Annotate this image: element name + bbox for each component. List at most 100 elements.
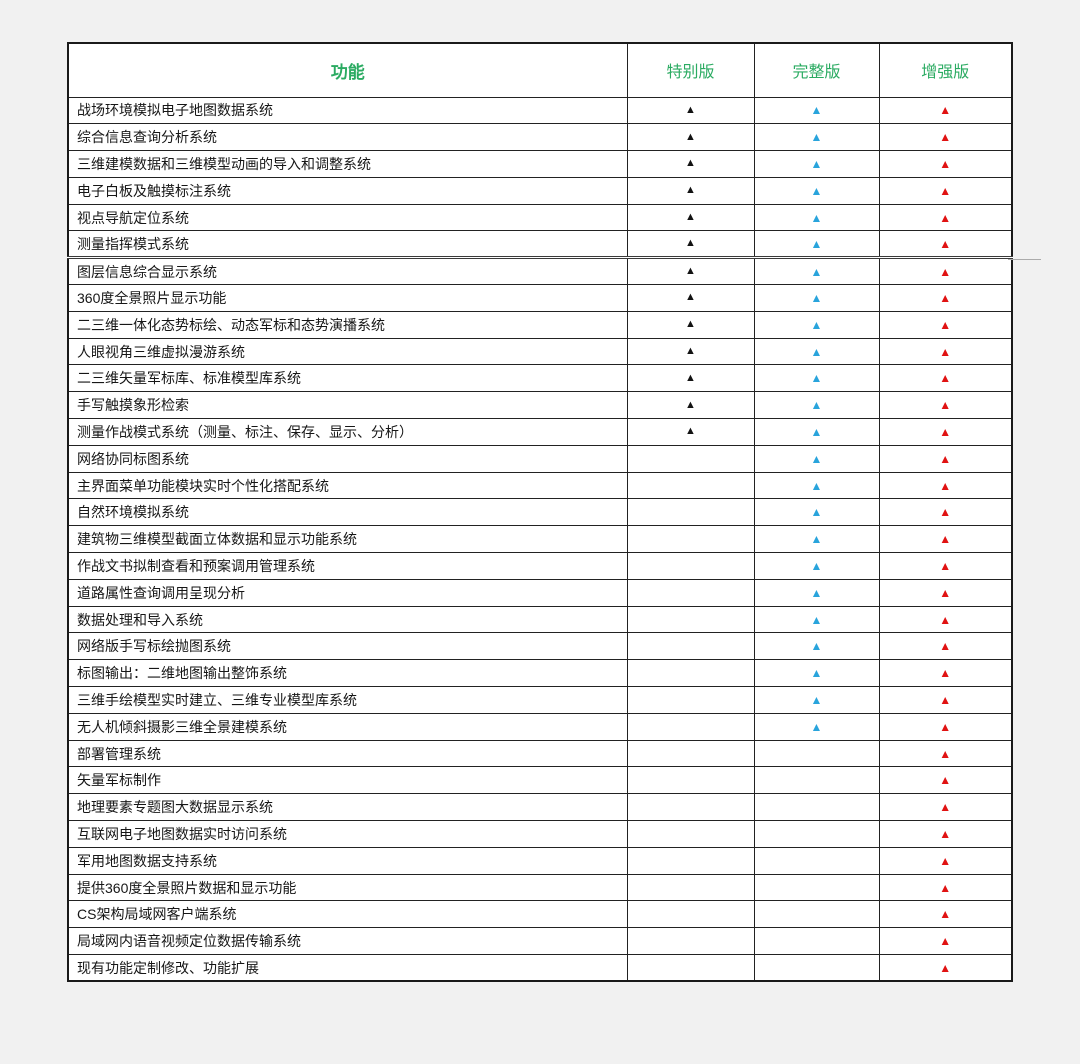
feature-label: 人眼视角三维虚拟漫游系统 [67, 337, 628, 366]
marker-special-triangle: ▲ [626, 203, 755, 232]
marker-empty-cell [626, 444, 755, 473]
marker-complete-triangle: ▲ [753, 444, 880, 473]
marker-complete-triangle: ▲ [753, 150, 880, 178]
marker-enhanced-triangle: ▲ [878, 605, 1013, 634]
marker-empty-cell [753, 873, 880, 902]
feature-row: 二三维一体化态势标绘、动态军标和态势演播系统 ▲ ▲ ▲ [67, 310, 1013, 339]
marker-special-triangle: ▲ [626, 257, 755, 286]
feature-label: 自然环境模拟系统 [67, 498, 628, 527]
marker-complete-triangle: ▲ [753, 471, 880, 500]
feature-label: CS架构局域网客户端系统 [67, 900, 628, 929]
marker-complete-triangle: ▲ [753, 391, 880, 420]
marker-empty-cell [626, 766, 755, 795]
marker-complete-triangle: ▲ [753, 284, 880, 312]
feature-row: 建筑物三维模型截面立体数据和显示功能系统 ▲ ▲ [67, 525, 1013, 554]
feature-row: 标图输出：二维地图输出整饰系统 ▲ ▲ [67, 659, 1013, 688]
feature-label: 二三维一体化态势标绘、动态军标和态势演播系统 [67, 310, 628, 339]
feature-row: 二三维矢量军标库、标准模型库系统 ▲ ▲ ▲ [67, 364, 1013, 393]
marker-special-triangle: ▲ [626, 418, 755, 446]
marker-empty-cell [626, 659, 755, 688]
marker-enhanced-triangle: ▲ [878, 900, 1013, 929]
feature-comparison-table: 功能 特别版 完整版 增强版 战场环境模拟电子地图数据系统 ▲ ▲ ▲ 综合信息查询分析… [67, 42, 1013, 983]
marker-special-triangle: ▲ [626, 364, 755, 393]
feature-label: 战场环境模拟电子地图数据系统 [67, 96, 628, 125]
marker-empty-cell [626, 954, 755, 982]
marker-empty-cell [753, 900, 880, 929]
feature-label: 作战文书拟制查看和预案调用管理系统 [67, 552, 628, 580]
feature-label: 测量指挥模式系统 [67, 230, 628, 260]
feature-row: 数据处理和导入系统 ▲ ▲ [67, 605, 1013, 634]
marker-special-triangle: ▲ [626, 123, 755, 152]
marker-enhanced-triangle: ▲ [878, 444, 1013, 473]
marker-empty-cell [626, 471, 755, 500]
feature-row: CS架构局域网客户端系统 ▲ [67, 900, 1013, 929]
feature-label: 部署管理系统 [67, 739, 628, 768]
marker-enhanced-triangle: ▲ [878, 873, 1013, 902]
page-break-line [1008, 259, 1041, 260]
marker-empty-cell [626, 846, 755, 875]
marker-enhanced-triangle: ▲ [878, 310, 1013, 339]
marker-enhanced-triangle: ▲ [878, 578, 1013, 607]
feature-row: 地理要素专题图大数据显示系统 ▲ [67, 793, 1013, 822]
marker-empty-cell [626, 712, 755, 741]
marker-complete-triangle: ▲ [753, 418, 880, 446]
marker-enhanced-triangle: ▲ [878, 391, 1013, 420]
marker-special-triangle: ▲ [626, 391, 755, 420]
header-edition-complete: 完整版 [753, 42, 880, 98]
marker-empty-cell [626, 900, 755, 929]
header-feature: 功能 [67, 42, 628, 98]
marker-enhanced-triangle: ▲ [878, 471, 1013, 500]
feature-row: 视点导航定位系统 ▲ ▲ ▲ [67, 203, 1013, 232]
marker-special-triangle: ▲ [626, 176, 755, 205]
marker-complete-triangle: ▲ [753, 337, 880, 366]
marker-enhanced-triangle: ▲ [878, 176, 1013, 205]
feature-row: 综合信息查询分析系统 ▲ ▲ ▲ [67, 123, 1013, 152]
feature-row: 无人机倾斜摄影三维全景建模系统 ▲ ▲ [67, 712, 1013, 741]
marker-empty-cell [626, 793, 755, 822]
marker-special-triangle: ▲ [626, 150, 755, 178]
marker-special-triangle: ▲ [626, 310, 755, 339]
feature-row: 作战文书拟制查看和预案调用管理系统 ▲ ▲ [67, 552, 1013, 580]
feature-row: 测量指挥模式系统 ▲ ▲ ▲ [67, 230, 1013, 260]
marker-empty-cell [753, 793, 880, 822]
marker-enhanced-triangle: ▲ [878, 739, 1013, 768]
feature-row: 三维手绘模型实时建立、三维专业模型库系统 ▲ ▲ [67, 686, 1013, 714]
feature-row: 手写触摸象形检索 ▲ ▲ ▲ [67, 391, 1013, 420]
marker-enhanced-triangle: ▲ [878, 659, 1013, 688]
marker-complete-triangle: ▲ [753, 364, 880, 393]
feature-label: 局域网内语音视频定位数据传输系统 [67, 927, 628, 955]
marker-enhanced-triangle: ▲ [878, 766, 1013, 795]
feature-label: 地理要素专题图大数据显示系统 [67, 793, 628, 822]
feature-label: 三维建模数据和三维模型动画的导入和调整系统 [67, 150, 628, 178]
marker-enhanced-triangle: ▲ [878, 954, 1013, 982]
feature-row: 互联网电子地图数据实时访问系统 ▲ [67, 820, 1013, 848]
feature-row: 提供360度全景照片数据和显示功能 ▲ [67, 873, 1013, 902]
marker-enhanced-triangle: ▲ [878, 632, 1013, 661]
feature-row: 矢量军标制作 ▲ [67, 766, 1013, 795]
marker-enhanced-triangle: ▲ [878, 337, 1013, 366]
feature-row: 三维建模数据和三维模型动画的导入和调整系统 ▲ ▲ ▲ [67, 150, 1013, 178]
marker-enhanced-triangle: ▲ [878, 364, 1013, 393]
feature-label: 电子白板及触摸标注系统 [67, 176, 628, 205]
feature-row: 现有功能定制修改、功能扩展 ▲ [67, 954, 1013, 982]
table-body: 战场环境模拟电子地图数据系统 ▲ ▲ ▲ 综合信息查询分析系统 ▲ ▲ ▲ 三维建模数据和三维模… [67, 96, 1013, 982]
feature-label: 标图输出：二维地图输出整饰系统 [67, 659, 628, 688]
marker-enhanced-triangle: ▲ [878, 793, 1013, 822]
header-edition-special: 特别版 [626, 42, 755, 98]
marker-complete-triangle: ▲ [753, 310, 880, 339]
marker-enhanced-triangle: ▲ [878, 418, 1013, 446]
marker-enhanced-triangle: ▲ [878, 846, 1013, 875]
feature-row: 电子白板及触摸标注系统 ▲ ▲ ▲ [67, 176, 1013, 205]
marker-complete-triangle: ▲ [753, 123, 880, 152]
marker-enhanced-triangle: ▲ [878, 96, 1013, 125]
marker-empty-cell [626, 927, 755, 955]
marker-complete-triangle: ▲ [753, 686, 880, 714]
marker-empty-cell [626, 525, 755, 554]
feature-label: 视点导航定位系统 [67, 203, 628, 232]
marker-empty-cell [626, 873, 755, 902]
feature-row: 局域网内语音视频定位数据传输系统 ▲ [67, 927, 1013, 955]
feature-row: 自然环境模拟系统 ▲ ▲ [67, 498, 1013, 527]
feature-row: 战场环境模拟电子地图数据系统 ▲ ▲ ▲ [67, 96, 1013, 125]
marker-enhanced-triangle: ▲ [878, 257, 1013, 286]
feature-row: 主界面菜单功能模块实时个性化搭配系统 ▲ ▲ [67, 471, 1013, 500]
